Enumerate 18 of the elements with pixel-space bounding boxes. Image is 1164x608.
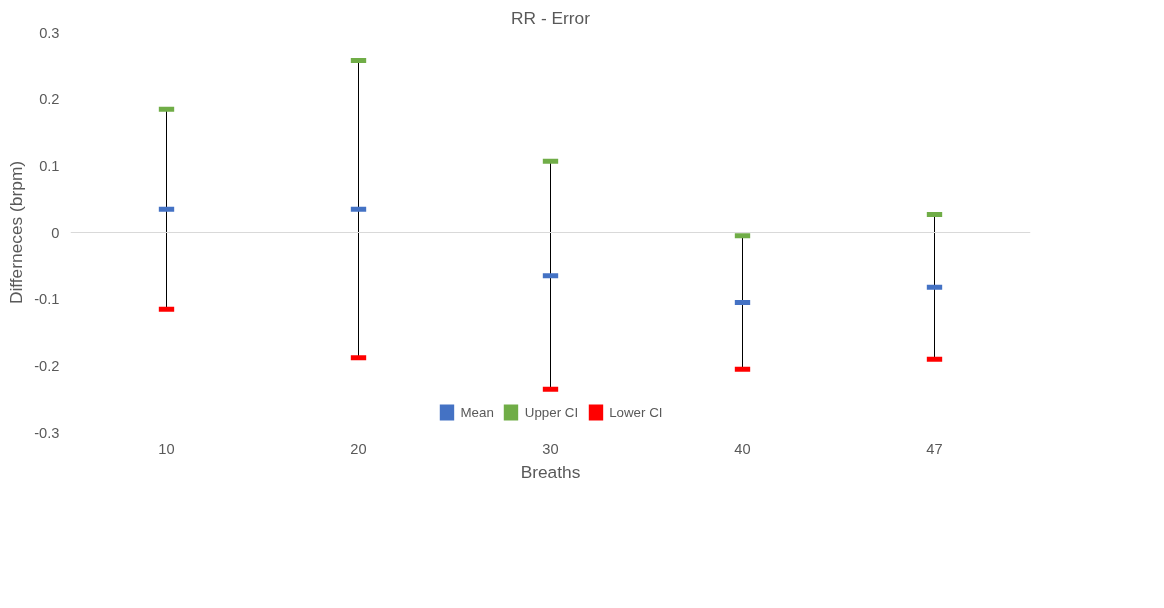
x-tick-label: 20 xyxy=(350,440,367,457)
legend-label: Lower CI xyxy=(609,404,663,420)
x-axis-title: Breaths xyxy=(520,461,581,482)
y-tick-label: 0.2 xyxy=(39,91,60,108)
legend-label: Mean xyxy=(460,404,494,420)
y-tick-label: -0.2 xyxy=(34,357,60,374)
y-tick-label: 0.1 xyxy=(39,157,60,174)
x-tick-label: 30 xyxy=(542,440,559,457)
y-tick-label: 0 xyxy=(51,224,60,241)
y-tick-label: -0.3 xyxy=(34,424,60,441)
x-tick-label: 10 xyxy=(158,440,175,457)
y-axis-title: Differneces (brpm) xyxy=(6,160,27,305)
legend-label: Upper CI xyxy=(524,404,579,420)
y-tick-label: 0.3 xyxy=(39,24,60,41)
chart-title: RR - Error xyxy=(511,7,591,28)
x-tick-label: 40 xyxy=(734,440,751,457)
y-tick-label: -0.1 xyxy=(34,291,60,308)
x-tick-label: 47 xyxy=(926,440,943,457)
